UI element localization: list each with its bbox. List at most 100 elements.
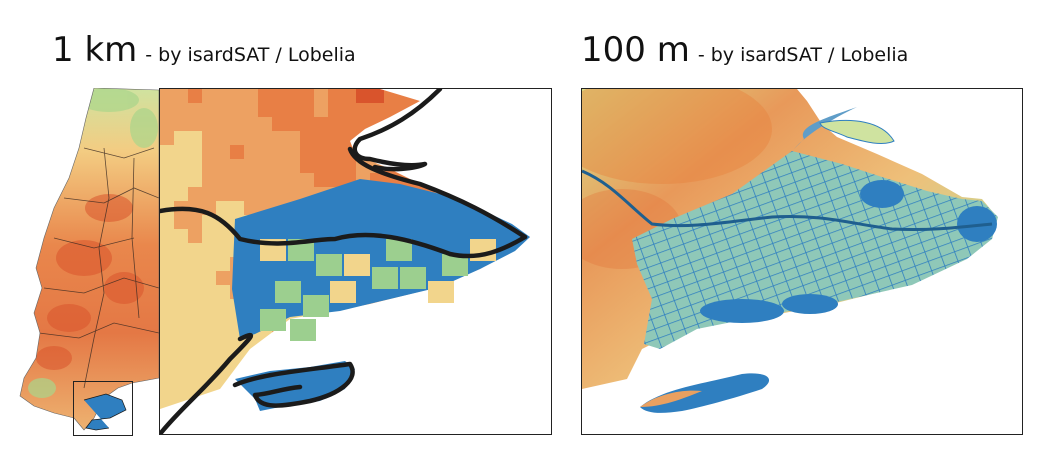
raster-cell [174,257,188,271]
raster-cell [272,103,286,117]
raster-cell [202,355,216,369]
raster-cell [286,131,300,145]
overview-region-map [14,88,164,438]
raster-cell [188,341,202,355]
raster-cell [216,243,230,257]
raster-cell [174,327,188,341]
raster-cell [244,103,258,117]
raster-cell [174,243,188,257]
raster-cell [314,117,328,131]
raster-cell [216,229,230,243]
raster-cell [174,341,188,355]
raster-cell [216,89,230,103]
raster-cell [202,257,216,271]
raster-cell [174,285,188,299]
raster-cell [174,145,188,159]
raster-cell [188,173,202,187]
raster-cell [258,89,272,103]
raster-cell [300,159,314,173]
raster-cell [300,145,314,159]
raster-cell [216,173,230,187]
raster-cell [328,89,342,103]
raster-cell [272,173,286,187]
raster-cell [160,355,174,369]
raster-cell [160,383,174,397]
raster-cell [286,145,300,159]
raster-cell [188,257,202,271]
raster-cell [300,89,314,103]
raster-cell [202,215,216,229]
delta-raster-cell [386,239,412,261]
raster-cell [216,313,230,327]
raster-cell [202,229,216,243]
raster-cell [160,341,174,355]
raster-cell [188,89,202,103]
raster-cell [160,313,174,327]
delta-raster-cell [344,254,370,276]
raster-cell [174,131,188,145]
raster-cell [244,131,258,145]
raster-cell [202,117,216,131]
raster-cell [230,89,244,103]
raster-cell [174,369,188,383]
raster-cell [216,299,230,313]
raster-cell [202,103,216,117]
raster-cell [314,173,328,187]
delta-raster-cell [260,309,286,331]
raster-cell [314,103,328,117]
raster-cell [230,201,244,215]
raster-cell [300,173,314,187]
raster-cell [188,299,202,313]
raster-cell [216,271,230,285]
raster-cell [314,131,328,145]
raster-cell [286,103,300,117]
raster-cell [216,327,230,341]
raster-cell [174,215,188,229]
raster-cell [216,131,230,145]
raster-cell [314,159,328,173]
raster-cell [286,173,300,187]
raster-cell [328,117,342,131]
raster-cell [188,369,202,383]
raster-cell [258,187,272,201]
raster-cell [342,103,356,117]
raster-cell [356,117,370,131]
raster-cell [174,187,188,201]
raster-cell [258,173,272,187]
raster-cell [370,89,384,103]
raster-cell [160,187,174,201]
raster-cell [188,285,202,299]
raster-cell [188,271,202,285]
raster-cell [230,103,244,117]
raster-cell [160,229,174,243]
right-credit-label: - by isardSAT / Lobelia [697,44,909,66]
raster-cell [328,173,342,187]
raster-cell [216,117,230,131]
raster-cell [174,313,188,327]
delta-raster-cell [372,267,398,289]
delta-raster-cell [442,254,468,276]
raster-cell [202,89,216,103]
raster-cell [244,187,258,201]
delta-raster-cell [400,267,426,289]
raster-cell [188,187,202,201]
raster-cell [160,131,174,145]
raster-cell [188,131,202,145]
delta-raster-cell [428,281,454,303]
raster-cell [258,117,272,131]
delta-raster-cell [275,281,301,303]
raster-cell [244,173,258,187]
raster-cell [328,145,342,159]
raster-cell [230,159,244,173]
raster-cell [356,103,370,117]
raster-cell [188,313,202,327]
raster-cell [230,131,244,145]
raster-cell [160,257,174,271]
raster-cell [244,89,258,103]
raster-cell [342,159,356,173]
raster-cell [258,159,272,173]
raster-cell [160,173,174,187]
raster-cell [202,341,216,355]
raster-cell [258,103,272,117]
raster-cell [188,243,202,257]
